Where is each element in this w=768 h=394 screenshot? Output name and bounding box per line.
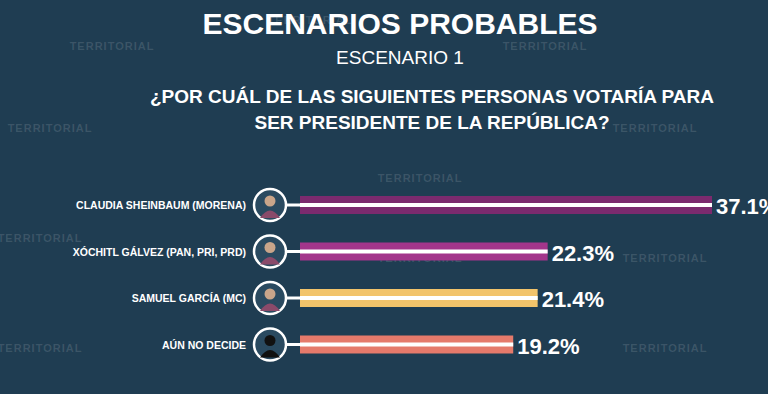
watermark: TERRITORIAL — [503, 40, 588, 52]
avatar-head — [265, 335, 276, 346]
connector — [286, 343, 302, 346]
value-label: 21.4% — [542, 287, 604, 312]
avatar-body — [260, 257, 280, 265]
connector — [286, 204, 302, 207]
title: ESCENARIOS PROBABLES — [202, 7, 597, 40]
question: ¿POR CUÁL DE LAS SIGUIENTES PERSONAS VOT… — [150, 86, 714, 133]
category-label: XÓCHITL GÁLVEZ (PAN, PRI, PRD) — [73, 246, 246, 258]
bar-stripe — [300, 343, 513, 347]
value-label: 19.2% — [517, 334, 579, 359]
watermark: TERRITORIAL — [70, 40, 155, 52]
watermark: TERRITORIAL — [8, 122, 93, 134]
connector — [286, 297, 302, 300]
labels: CLAUDIA SHEINBAUM (MORENA) 37.1% XÓCHITL G… — [73, 194, 768, 359]
watermark: TERRITORIAL — [378, 172, 463, 184]
question-line: SER PRESIDENTE DE LA REPÚBLICA? — [254, 112, 609, 133]
avatar-head — [265, 196, 276, 207]
bar-stripe — [300, 250, 548, 254]
bar-stripe — [300, 203, 712, 207]
category-label: SAMUEL GARCÍA (MC) — [132, 292, 246, 304]
watermark: TERRITORIAL — [623, 252, 708, 264]
avatar-body — [260, 350, 280, 358]
avatar-head — [265, 289, 276, 300]
avatar — [254, 282, 286, 314]
watermark: TERRITORIAL — [0, 342, 82, 354]
bar — [300, 196, 712, 214]
value-label: 37.1% — [716, 194, 768, 219]
category-label: CLAUDIA SHEINBAUM (MORENA) — [76, 199, 246, 211]
avatar-body — [260, 304, 280, 312]
watermark: TERRITORIAL — [623, 342, 708, 354]
value-label: 22.3% — [552, 241, 614, 266]
bar — [300, 289, 538, 307]
subtitle: ESCENARIO 1 — [336, 47, 464, 68]
watermark: TERRITORIAL — [0, 232, 82, 244]
connector — [286, 250, 302, 253]
avatar — [254, 189, 286, 221]
question-line: ¿POR CUÁL DE LAS SIGUIENTES PERSONAS VOT… — [150, 86, 714, 107]
bar — [300, 336, 513, 354]
chart-root: TERRITORIAL TERRITORIAL TERRITORIAL TERRITO… — [0, 0, 768, 394]
category-label: AÚN NO DECIDE — [162, 339, 246, 351]
bar — [300, 243, 548, 261]
chart-svg: TERRITORIAL TERRITORIAL TERRITORIAL TERRITO… — [0, 0, 768, 394]
watermark: TERRITORIAL — [613, 122, 698, 134]
avatar — [254, 329, 286, 361]
avatar — [254, 236, 286, 268]
bars — [300, 196, 712, 354]
avatar-body — [260, 211, 280, 219]
bar-stripe — [300, 296, 538, 300]
avatar-head — [265, 242, 276, 253]
background — [0, 0, 768, 394]
